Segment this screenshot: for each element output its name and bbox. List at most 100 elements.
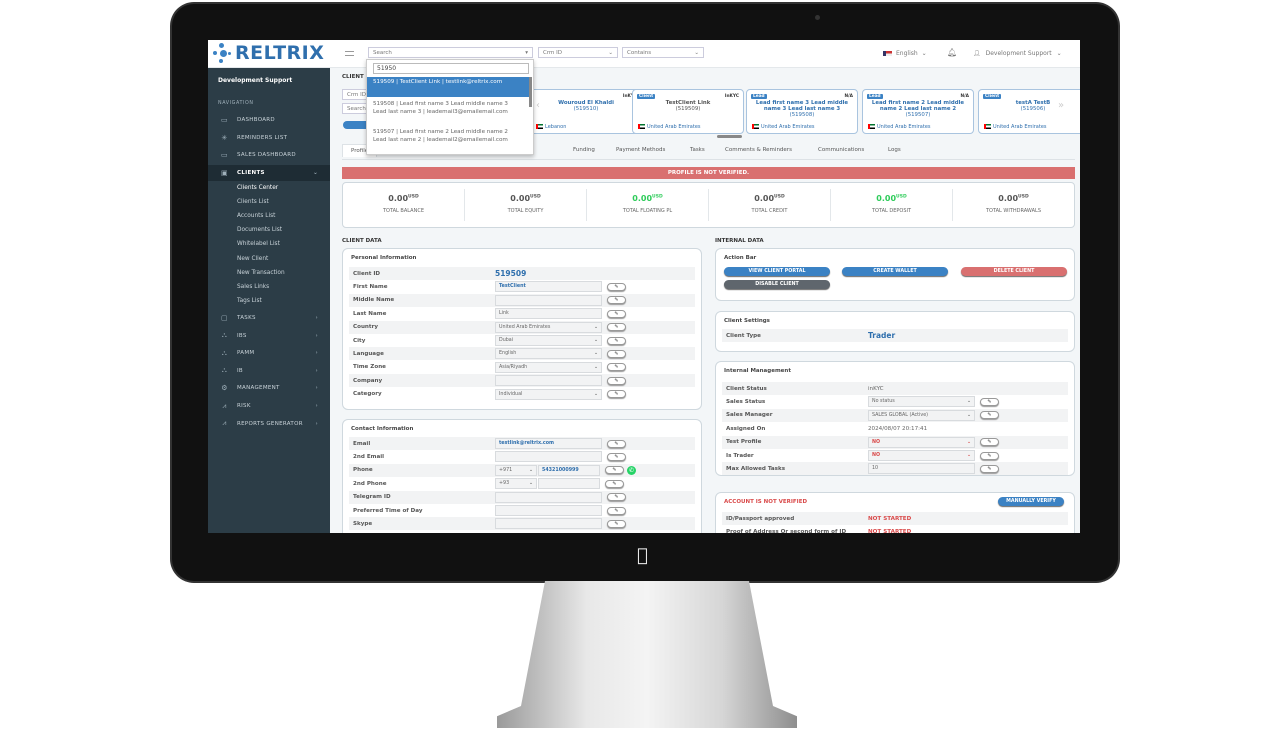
whatsapp-icon[interactable]: ✆ <box>627 465 636 475</box>
field-select[interactable]: NO ⌄ <box>868 450 975 461</box>
client-card[interactable]: ClientItestA TestB(519506)United Arab Em… <box>978 89 1080 134</box>
sidebar-item-risk[interactable]: ⩘ RISK › <box>208 398 330 414</box>
tab-payment-methods[interactable]: Payment Methods <box>616 147 666 153</box>
pencil-edit-icon[interactable]: ✎ <box>607 506 626 515</box>
sidebar-subitem-whitelabel-list[interactable]: Whitelabel List <box>237 241 280 248</box>
view-client-portal-button[interactable]: VIEW CLIENT PORTAL <box>724 267 830 276</box>
filter-field-select[interactable]: Crm ID ⌄ <box>538 47 618 58</box>
pencil-edit-icon[interactable]: ✎ <box>980 411 999 420</box>
tab-logs[interactable]: Logs <box>888 147 901 153</box>
sidebar-subitem-clients-center[interactable]: Clients Center <box>237 185 279 191</box>
carousel-scrollbar[interactable] <box>717 135 742 138</box>
phone-number-input[interactable] <box>538 478 600 490</box>
sidebar-item-management[interactable]: ⚙ MANAGEMENT › <box>208 380 330 396</box>
pencil-edit-icon[interactable]: ✎ <box>607 349 626 358</box>
tab-tasks[interactable]: Tasks <box>690 147 705 153</box>
pencil-edit-icon[interactable]: ✎ <box>605 479 624 488</box>
client-card[interactable]: Client InKYC TestClient Link (519509) United… <box>632 89 744 134</box>
client-card[interactable]: Lead N/A Lead first name 2 Lead middle nam… <box>862 89 974 134</box>
field-input[interactable] <box>495 375 602 387</box>
search-select[interactable]: Search ▾ <box>368 47 533 58</box>
sidebar-item-clients[interactable]: ▣ CLIENTS ⌄ <box>208 165 330 182</box>
field-select[interactable]: Individual ⌄ <box>495 388 602 400</box>
pencil-edit-icon[interactable]: ✎ <box>607 296 626 305</box>
field-input[interactable] <box>495 451 602 463</box>
pencil-edit-icon[interactable]: ✎ <box>980 451 999 460</box>
field-input[interactable] <box>495 518 602 530</box>
pencil-edit-icon[interactable]: ✎ <box>607 439 626 448</box>
field-input[interactable]: Link <box>495 308 602 320</box>
client-status: InKYC <box>724 94 739 99</box>
user-menu[interactable]: 👤︎ Development Support ⌄ <box>973 50 1062 57</box>
hamburger-menu-icon[interactable] <box>345 51 354 56</box>
client-card[interactable]: InKYC Wouroud El Khaldi (519510) Lebanon <box>530 89 642 134</box>
tab-funding[interactable]: Funding <box>573 147 595 153</box>
field-select[interactable]: No status ⌄ <box>868 396 975 408</box>
phone-code-select[interactable]: +971 ⌄ <box>495 464 537 476</box>
field-select[interactable]: NO ⌄ <box>868 436 975 448</box>
pencil-edit-icon[interactable]: ✎ <box>607 309 626 318</box>
sidebar-item-tasks[interactable]: ▢ TASKS › <box>208 310 330 326</box>
sidebar-subitem-tags-list[interactable]: Tags List <box>237 297 262 304</box>
chevron-down-icon: ⌄ <box>608 49 613 56</box>
manually-verify-button[interactable]: MANUALLY VERIFY <box>998 497 1064 506</box>
phone-number-input[interactable]: 54321000999 <box>538 464 600 476</box>
field-input[interactable]: 10 <box>868 463 975 475</box>
carousel-next-icon[interactable]: » <box>1058 100 1065 111</box>
pencil-edit-icon[interactable]: ✎ <box>607 390 626 399</box>
search-result-item[interactable]: 519509 | TestClient Link | testlink@relt… <box>367 77 529 97</box>
sidebar-subitem-new-transaction[interactable]: New Transaction <box>237 269 285 276</box>
pencil-edit-icon[interactable]: ✎ <box>607 363 626 372</box>
field-select[interactable]: United Arab Emirates ⌄ <box>495 321 602 333</box>
sidebar-subitem-sales-links[interactable]: Sales Links <box>237 283 270 290</box>
sidebar-item-ibs[interactable]: ⛬ IBS › <box>208 328 330 344</box>
pencil-edit-icon[interactable]: ✎ <box>607 323 626 332</box>
carousel-prev-icon[interactable]: ‹ <box>536 100 540 111</box>
field-select[interactable]: SALES GLOBAL (Active) ⌄ <box>868 409 975 421</box>
field-input[interactable] <box>495 294 602 306</box>
field-select[interactable]: Dubai ⌄ <box>495 335 602 346</box>
filter-mode-select[interactable]: Contains ⌄ <box>622 47 704 58</box>
sidebar-subitem-accounts-list[interactable]: Accounts List <box>237 213 276 220</box>
sidebar-item-reports-generator[interactable]: ⩘ REPORTS GENERATOR › <box>208 416 330 432</box>
search-result-item[interactable]: 519507 | Lead first name 2 Lead middle n… <box>373 129 508 143</box>
field-select[interactable]: Asia/Riyadh ⌄ <box>495 361 602 373</box>
create-wallet-button[interactable]: CREATE WALLET <box>842 267 948 276</box>
tab-communications[interactable]: Communications <box>818 147 865 153</box>
sidebar-item-ib[interactable]: ⛬ IB › <box>208 363 330 379</box>
sidebar-item-reminders-list[interactable]: ✳ REMINDERS LIST <box>208 130 330 146</box>
field-input[interactable]: TestClient <box>495 281 602 293</box>
field-select[interactable]: English ⌄ <box>495 348 602 360</box>
search-result-item[interactable]: 519508 | Lead first name 3 Lead middle n… <box>373 101 508 115</box>
pencil-edit-icon[interactable]: ✎ <box>980 397 999 406</box>
pencil-edit-icon[interactable]: ✎ <box>607 282 626 291</box>
phone-code: +93 <box>499 481 510 487</box>
pencil-edit-icon[interactable]: ✎ <box>607 376 626 385</box>
bell-icon[interactable]: 🔔︎ <box>947 48 958 57</box>
phone-code-select[interactable]: +93 ⌄ <box>495 478 537 490</box>
pencil-edit-icon[interactable]: ✎ <box>980 464 999 473</box>
sidebar-item-sales-dashboard[interactable]: ▭ SALES DASHBOARD <box>208 147 330 163</box>
delete-client-button[interactable]: DELETE CLIENT <box>961 267 1067 276</box>
field-input[interactable]: testlink@reltrix.com <box>495 438 602 449</box>
field-input[interactable] <box>495 505 602 516</box>
pencil-edit-icon[interactable]: ✎ <box>605 466 624 475</box>
sidebar-subitem-documents-list[interactable]: Documents List <box>237 227 283 234</box>
client-card[interactable]: Lead N/A Lead first name 3 Lead middle nam… <box>746 89 858 134</box>
pencil-edit-icon[interactable]: ✎ <box>607 336 626 345</box>
sidebar-item-dashboard[interactable]: ▭ DASHBOARD <box>208 112 330 128</box>
pencil-edit-icon[interactable]: ✎ <box>980 438 999 447</box>
logo[interactable]: RELTRIX <box>212 42 324 64</box>
sidebar-subitem-clients-list[interactable]: Clients List <box>237 199 269 206</box>
pencil-edit-icon[interactable]: ✎ <box>607 519 626 528</box>
pencil-edit-icon[interactable]: ✎ <box>607 452 626 461</box>
disable-client-button[interactable]: DISABLE CLIENT <box>724 280 830 289</box>
tab-comments-reminders[interactable]: Comments & Reminders <box>725 147 792 153</box>
sidebar-item-pamm[interactable]: ⛬ PAMM › <box>208 345 330 361</box>
field-input[interactable] <box>495 491 602 503</box>
sidebar-subitem-new-client[interactable]: New Client <box>237 255 269 262</box>
dropdown-scrollbar[interactable] <box>529 77 532 107</box>
pencil-edit-icon[interactable]: ✎ <box>607 493 626 502</box>
language-selector[interactable]: English ⌄ <box>883 50 927 57</box>
search-query-input[interactable]: 51950 <box>373 63 529 74</box>
